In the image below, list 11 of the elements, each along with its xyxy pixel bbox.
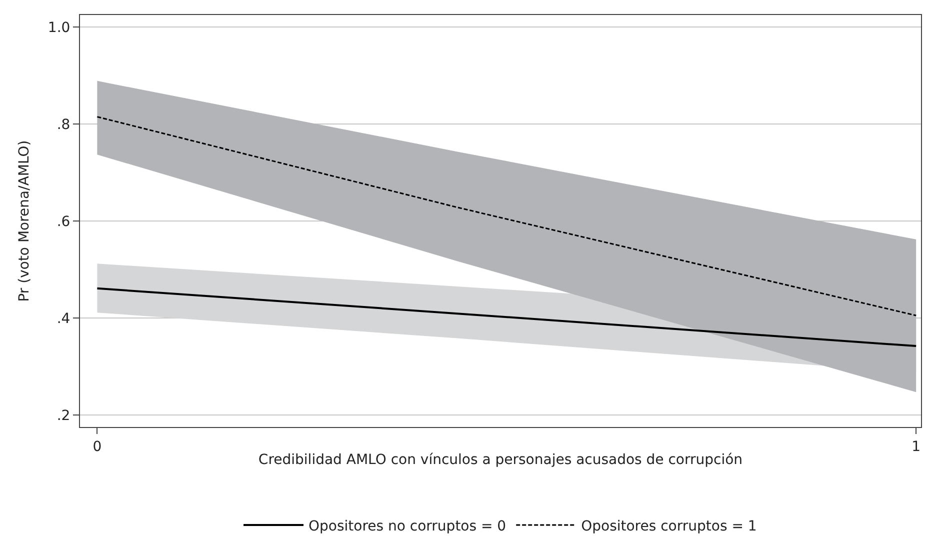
x-tick-label: 1 — [912, 438, 921, 455]
y-tick-label: 1.0 — [48, 20, 70, 36]
y-axis-title: Pr (voto Morena/AMLO) — [16, 140, 33, 302]
y-tick-label: .4 — [56, 310, 70, 327]
x-tick-label: 0 — [92, 438, 102, 455]
y-tick-label: .8 — [56, 116, 70, 133]
y-tick-label: .2 — [56, 408, 70, 424]
legend-label: Opositores corruptos = 1 — [581, 518, 757, 534]
x-axis-title: Credibilidad AMLO con vínculos a personajes acusados de corrupción — [258, 452, 743, 468]
y-tick-label: .6 — [56, 214, 70, 230]
legend-label: Opositores no corruptos = 0 — [308, 518, 506, 534]
